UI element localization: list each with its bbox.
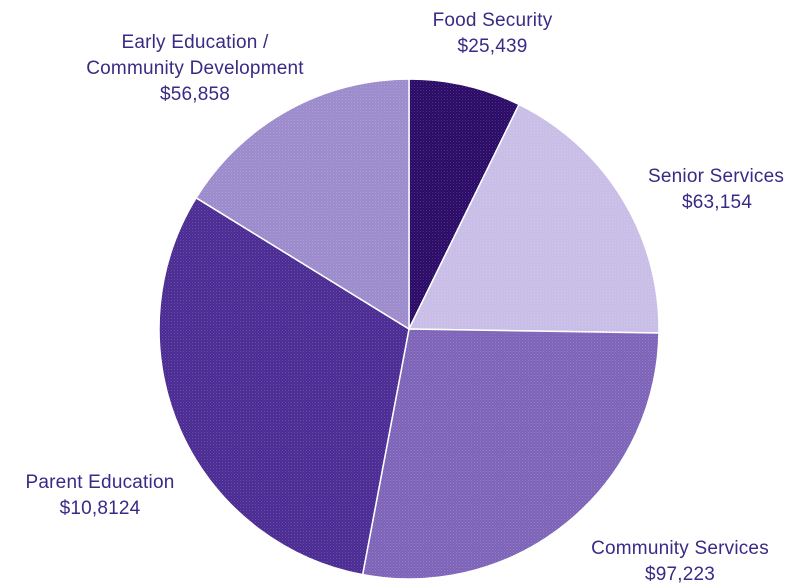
- slice-label-community-services: Community Services $97,223: [550, 536, 799, 588]
- pie-slice-texture: [158, 197, 409, 575]
- pie-slice-texture: [362, 329, 659, 579]
- slice-name-line-2: Community Development: [86, 58, 304, 79]
- slice-name-line-1: Early Education /: [121, 32, 269, 53]
- slice-name: Senior Services: [648, 166, 785, 187]
- slice-name: Community Services: [591, 538, 769, 559]
- pie-texture: [158, 79, 660, 579]
- pie-slice-texture: [409, 104, 660, 333]
- slice-label-senior-services: Senior Services $63,154: [600, 164, 799, 216]
- slice-value: $97,223: [644, 564, 716, 585]
- pie-slice-texture: [196, 79, 409, 329]
- slice-name: Food Security: [432, 10, 553, 31]
- slice-label-parent-education: Parent Education $10,8124: [0, 470, 200, 522]
- pie-slice-texture: [409, 79, 520, 329]
- slice-value: $25,439: [457, 36, 528, 57]
- slice-label-early-education: Early Education / Community Development …: [40, 30, 350, 108]
- slice-value: $56,858: [159, 84, 231, 105]
- slice-label-food-security: Food Security $25,439: [420, 8, 565, 60]
- slice-name: Parent Education: [25, 472, 175, 493]
- slice-value: $63,154: [682, 192, 753, 213]
- slice-value: $10,8124: [59, 498, 141, 519]
